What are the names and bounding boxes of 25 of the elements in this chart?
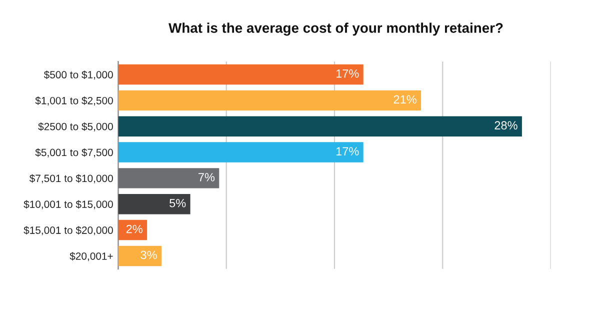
data-label: 5%: [170, 198, 186, 208]
data-label: 28%: [494, 121, 518, 130]
data-label: 17%: [336, 147, 359, 156]
bar: [118, 168, 220, 188]
y-tick-label: $5,001 to $7,500: [35, 148, 113, 158]
bar: [118, 90, 422, 111]
bar: [118, 194, 190, 214]
bar: [118, 220, 148, 240]
y-tick-label: $1,001 to $2,500: [35, 96, 113, 106]
y-tick-label: $20,001+: [70, 252, 113, 262]
data-label: 17%: [336, 69, 359, 78]
y-tick-label: $7,501 to $10,000: [29, 174, 113, 184]
data-label: 7%: [198, 173, 215, 182]
data-label: 21%: [394, 95, 416, 104]
y-tick-label: $2500 to $5,000: [38, 122, 113, 132]
bar: [118, 64, 364, 85]
data-label: 2%: [126, 224, 142, 234]
y-tick-label: $10,001 to $15,000: [24, 200, 113, 210]
data-label: 3%: [140, 250, 157, 260]
bar: [118, 142, 364, 162]
y-tick-label: $15,001 to $20,000: [24, 226, 113, 236]
bar: [118, 246, 162, 266]
bar: [118, 116, 522, 136]
y-tick-label: $500 to $1,000: [44, 70, 113, 80]
chart-title: What is the average cost of your monthly retainer?: [168, 22, 503, 36]
